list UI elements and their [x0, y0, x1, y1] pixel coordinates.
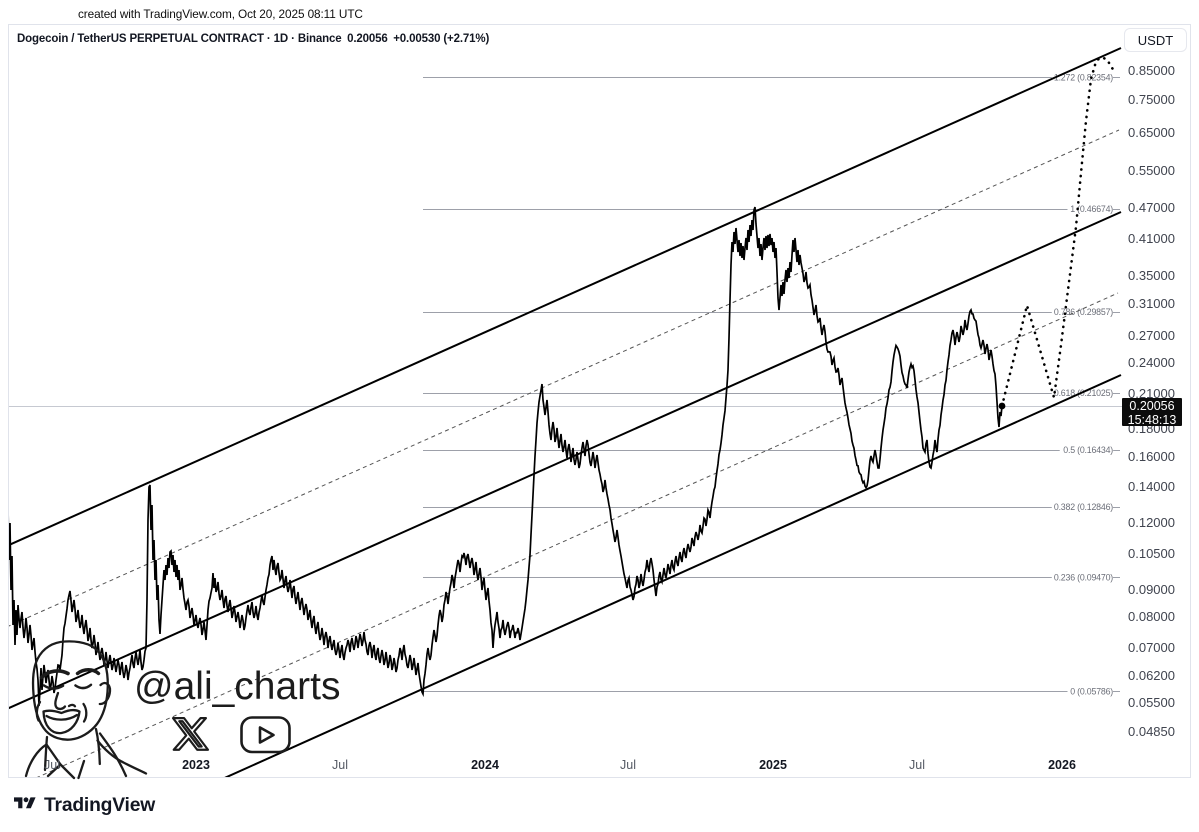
svg-text:0.786 (0.29857): 0.786 (0.29857) [1054, 307, 1113, 317]
svg-text:1 (0.46674): 1 (0.46674) [1070, 204, 1113, 214]
svg-text:0.236 (0.09470): 0.236 (0.09470) [1054, 573, 1113, 583]
svg-text:0.618 (0.21025): 0.618 (0.21025) [1054, 388, 1113, 398]
svg-text:1.272 (0.82354): 1.272 (0.82354) [1054, 73, 1113, 83]
svg-text:0.382 (0.12846): 0.382 (0.12846) [1054, 502, 1113, 512]
svg-text:0 (0.05786): 0 (0.05786) [1070, 686, 1113, 696]
svg-text:0.5 (0.16434): 0.5 (0.16434) [1063, 445, 1113, 455]
